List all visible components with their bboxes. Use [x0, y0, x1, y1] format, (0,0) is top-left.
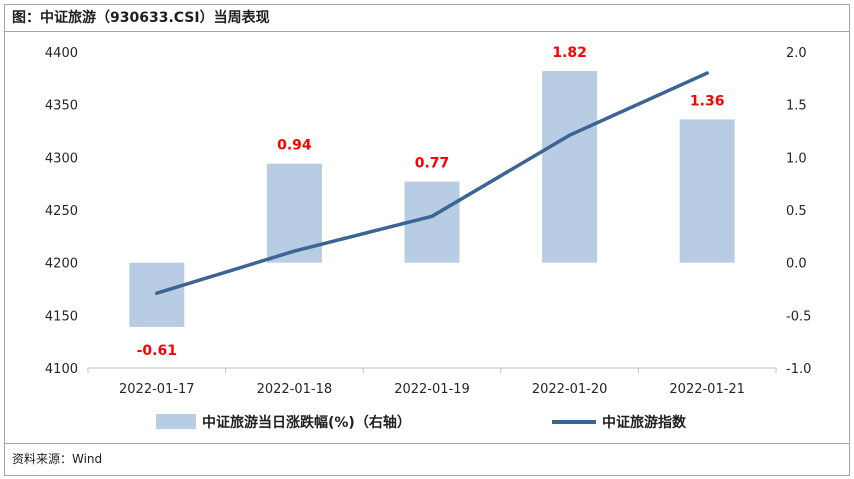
y-right-tick-label: 0.5: [786, 204, 807, 219]
x-tick-label: 2022-01-19: [394, 382, 470, 397]
bar: [542, 70, 598, 263]
y-right-tick-label: 1.5: [786, 99, 807, 114]
x-tick-label: 2022-01-20: [532, 382, 608, 397]
source-note: 资料来源：Wind: [12, 452, 103, 466]
y-left-tick-label: 4250: [45, 204, 78, 219]
y-right-tick-label: -0.5: [786, 309, 811, 324]
y-left-tick-label: 4100: [45, 362, 78, 377]
y-left-tick-label: 4350: [45, 99, 78, 114]
legend-swatch-bar: [156, 414, 196, 429]
bar-data-label: 0.77: [415, 156, 450, 172]
bar-data-label: 1.82: [552, 45, 587, 61]
y-left-tick-label: 4400: [45, 46, 78, 61]
y-right-tick-label: 2.0: [786, 46, 807, 61]
y-right-tick-label: -1.0: [786, 362, 811, 377]
bar-data-label: -0.61: [137, 343, 177, 359]
y-left-tick-label: 4200: [45, 257, 78, 272]
bar-data-label: 1.36: [690, 93, 725, 109]
bar: [679, 119, 735, 263]
y-right-tick-label: 0.0: [786, 257, 807, 272]
index-line: [155, 71, 709, 295]
bar-data-label: 0.94: [277, 138, 312, 154]
legend-label-line: 中证旅游指数: [602, 414, 687, 431]
source-divider: [4, 443, 850, 444]
y-right-tick-label: 1.0: [786, 151, 807, 166]
x-tick-label: 2022-01-21: [669, 382, 745, 397]
chart-title: 图：中证旅游（930633.CSI）当周表现: [12, 10, 270, 26]
y-left-tick-label: 4300: [45, 151, 78, 166]
x-tick-label: 2022-01-17: [119, 382, 195, 397]
chart-frame: [4, 4, 850, 476]
x-tick-label: 2022-01-18: [257, 382, 333, 397]
title-divider: [4, 31, 850, 32]
y-left-tick-label: 4150: [45, 309, 78, 324]
legend-label-bar: 中证旅游当日涨跌幅(%)（右轴）: [202, 414, 411, 431]
